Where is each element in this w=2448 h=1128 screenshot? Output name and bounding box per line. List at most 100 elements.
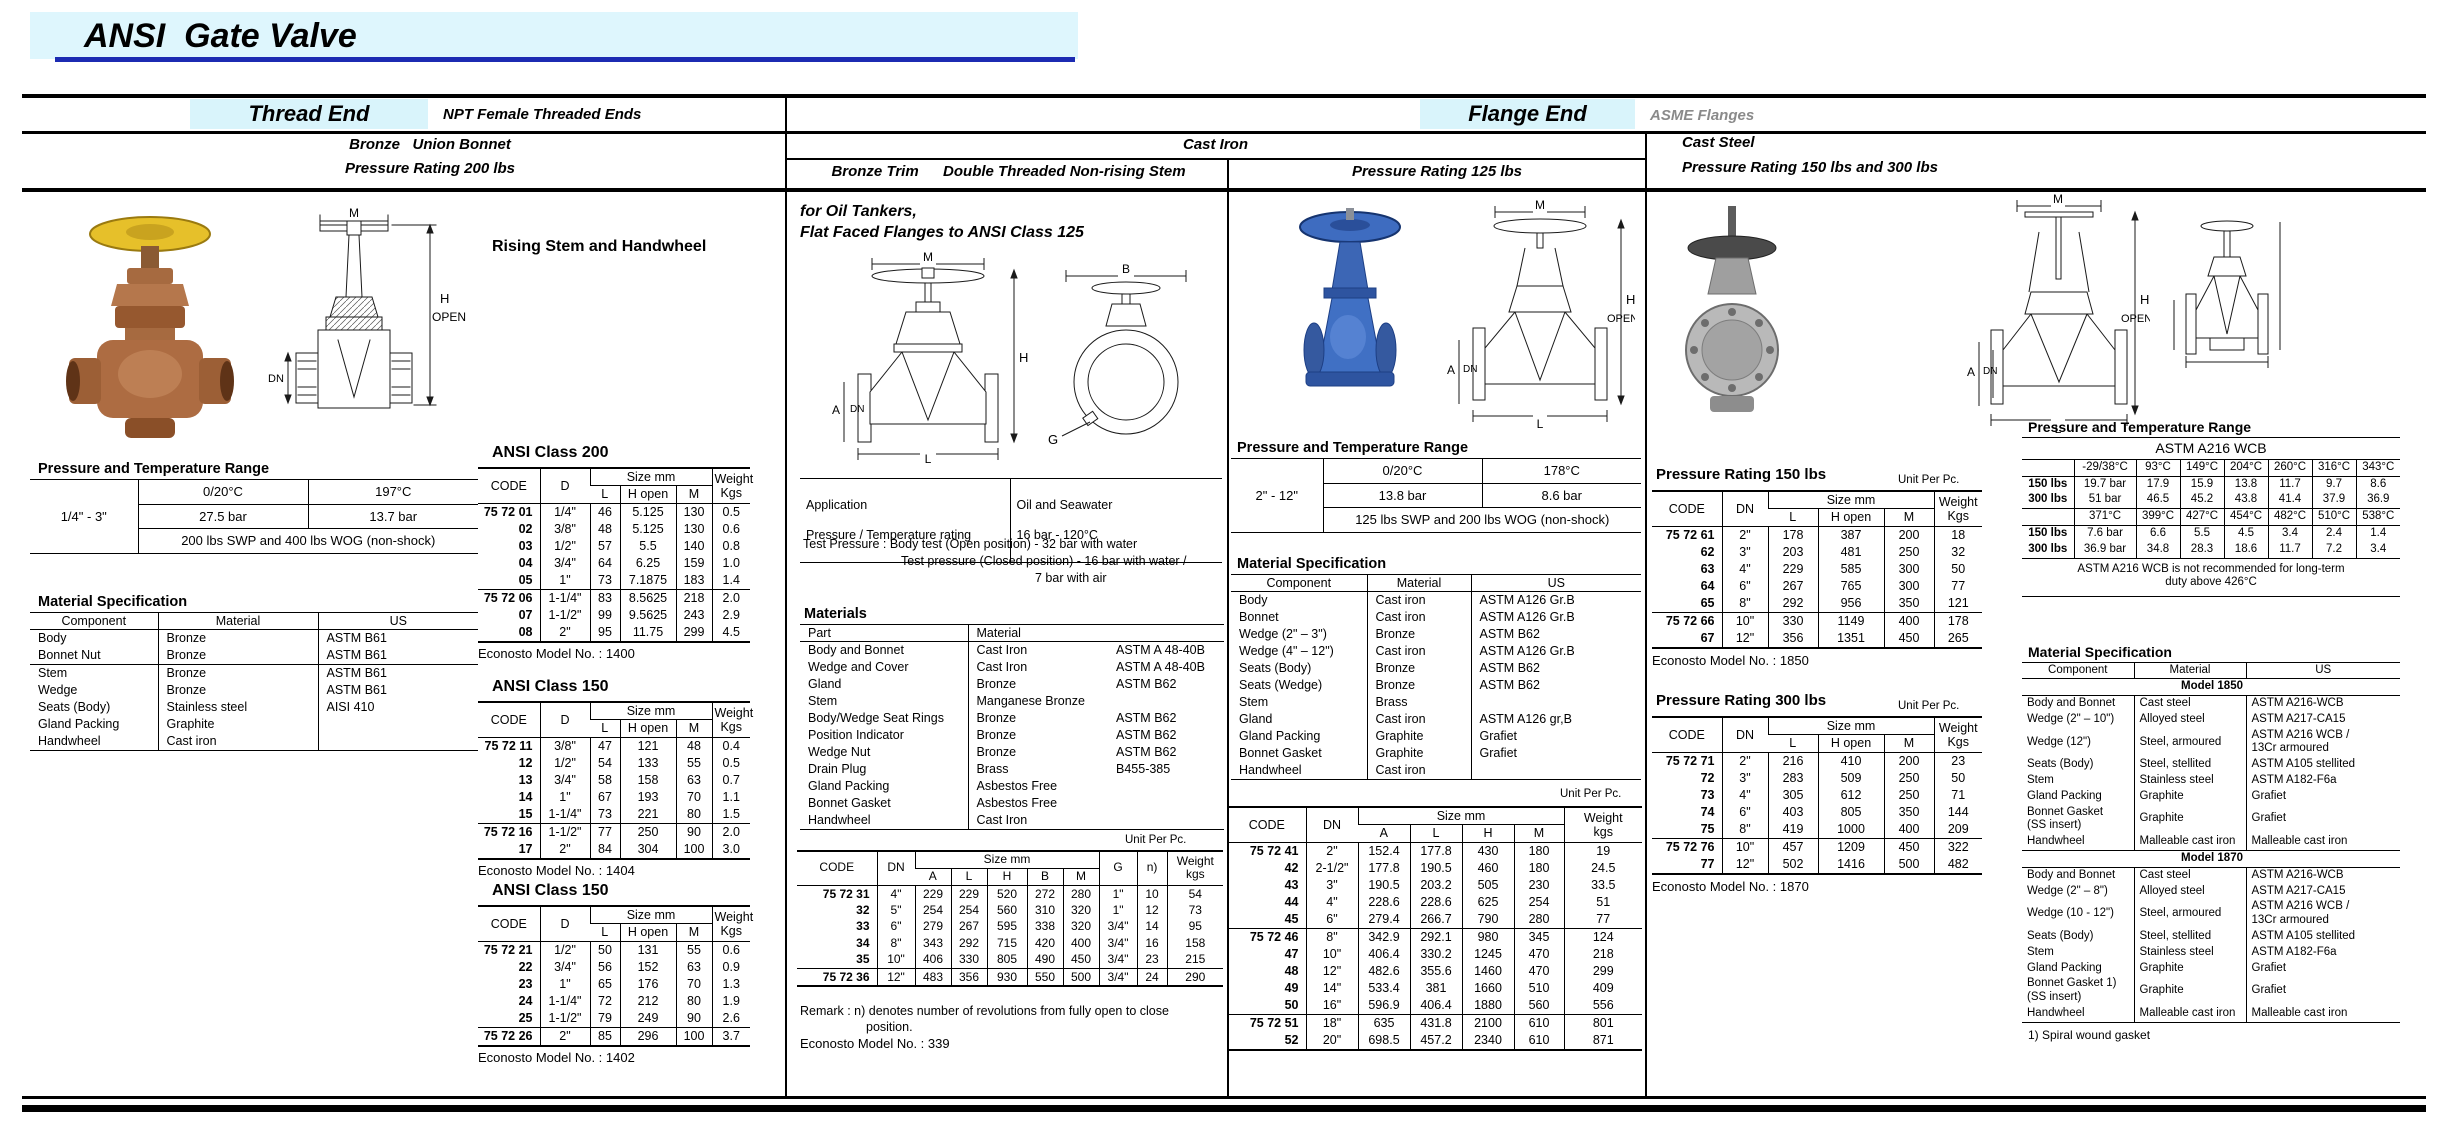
- table-cell: 330: [950, 951, 987, 969]
- th-material: Material: [967, 624, 1224, 642]
- table-cell: 6": [1721, 577, 1768, 595]
- table-cell: 300 lbs: [2028, 542, 2068, 555]
- flange-side-drawing: B G: [1048, 262, 1187, 447]
- ptr3-table: 2" - 12" 0/20°C 178°C 13.8 bar 8.6 bar 1…: [1231, 458, 1641, 533]
- app-value-1: Oil and Seawater: [1016, 498, 1113, 512]
- table-row: 75 72 06 1-1/4" 83 8.5625 218 2.0: [478, 589, 750, 607]
- table-cell: 152: [619, 958, 676, 976]
- table-row: Body/Wedge Seat Rings Bronze ASTM B62: [800, 710, 1224, 728]
- table-cell: 16": [1305, 996, 1358, 1015]
- table-row: 74 6" 403 805 350 144: [1652, 803, 1982, 821]
- dim-l-label: L: [925, 452, 932, 464]
- rule-top: [22, 94, 2426, 98]
- r150-g2: 75 72 66 10" 330 1149 400 178 67 12" 356 1351 450 2…: [1652, 612, 1982, 648]
- table-cell: 25: [518, 1010, 533, 1025]
- table-cell: 50: [1284, 997, 1299, 1012]
- table-cell: Bronze: [967, 710, 1108, 728]
- table-cell: 406.4: [1409, 996, 1462, 1015]
- table-cell: 266.7: [1409, 910, 1462, 929]
- table-row: 150 lbs 19.7 bar 17.9 15.9 13.8 11.7 9.7 8.6: [2022, 476, 2401, 493]
- table-cell: 1": [1098, 901, 1138, 919]
- ansi200-g2: 75 72 06 1-1/4" 83 8.5625 218 2.0 07 1-1/2" 99 9.…: [478, 589, 750, 642]
- unit-per-pc-150: Unit Per Pc.: [1898, 474, 1960, 486]
- table-cell: 24: [518, 993, 533, 1008]
- table-cell: Body and Bonnet: [2027, 868, 2116, 881]
- table-cell: Bronze: [157, 664, 318, 683]
- table-cell: 55: [675, 754, 712, 772]
- dim-open-label: OPEN: [432, 310, 466, 324]
- table-cell: 481: [1817, 543, 1884, 561]
- table-cell: 05: [518, 572, 533, 587]
- table-cell: 79: [589, 1009, 620, 1028]
- table-row: Seats (Body) Stainless steel AISI 410: [30, 699, 478, 717]
- table-cell: ASTM B62: [1470, 660, 1641, 678]
- table-cell: 406.4: [1357, 945, 1410, 963]
- table-cell: 457: [1767, 838, 1818, 856]
- table-cell: 42: [1284, 860, 1299, 875]
- table-cell: 427°C: [2179, 508, 2224, 526]
- table-cell: 18: [1933, 526, 1982, 544]
- table-cell: Stem: [2027, 945, 2054, 958]
- table-cell: Stem: [808, 694, 838, 709]
- table-cell: Graphite: [1366, 745, 1471, 763]
- table-cell: 229: [950, 885, 987, 902]
- table-row: Handwheel Cast iron: [30, 733, 478, 751]
- table-cell: 35: [856, 952, 870, 967]
- table-cell: ASTM B61: [317, 647, 478, 665]
- table-row: Wedge Nut Bronze ASTM B62: [800, 744, 1224, 762]
- table-row: Handwheel Cast iron: [1231, 762, 1641, 780]
- table-cell: 6": [1721, 803, 1768, 821]
- table-row: Gland Packing Graphite Grafiet: [2022, 788, 2400, 805]
- table-row: Bonnet Cast iron ASTM A126 Gr.B: [1231, 609, 1641, 627]
- table-cell: Bronze: [967, 676, 1108, 694]
- ansi150b-g1: 75 72 21 1/2" 50 131 55 0.6 22 3/4" 56 152 63 0.9 23…: [478, 941, 750, 1028]
- table-cell: 280: [1062, 885, 1100, 902]
- th-sizemm: Size mm: [589, 906, 712, 925]
- table-cell: 3/4": [539, 771, 590, 789]
- th-hopen: H open: [619, 923, 676, 942]
- table-cell: [1108, 693, 1224, 710]
- table-cell: 3/8": [539, 520, 590, 538]
- r150-table: CODE DN Size mm Weight Kgs L H open M 75…: [1652, 490, 1982, 649]
- ansi200-table: CODE D Size mm Weight Kgs L H open M 75 …: [478, 467, 753, 643]
- table-cell: ASTM B61: [317, 629, 478, 648]
- th-part: Part: [808, 626, 831, 640]
- table-cell: 299: [1563, 962, 1642, 980]
- table-row: 07 1-1/2" 99 9.5625 243 2.9: [478, 606, 750, 624]
- table-cell: Stem: [1239, 695, 1269, 710]
- table-cell: 5.125: [619, 520, 676, 538]
- table-cell: 3.0: [711, 840, 750, 859]
- table-cell: 80: [675, 992, 712, 1010]
- ptr1-title: Pressure and Temperature Range: [38, 461, 270, 477]
- astm-note: ASTM A216 WCB is not recommended for lon…: [2077, 562, 2345, 589]
- table-cell: 80: [675, 805, 712, 824]
- table-cell: 193: [619, 788, 676, 806]
- th-sizemm: Size mm: [589, 702, 712, 721]
- flange-end-label: Flange End: [1420, 99, 1635, 129]
- table-row: 73 4" 305 612 250 71: [1652, 786, 1982, 804]
- table-cell: 409: [1563, 979, 1642, 997]
- table-cell: 23: [1933, 752, 1982, 770]
- table-cell: 75 72 76: [1665, 839, 1715, 854]
- divider-3: [1645, 132, 1647, 1098]
- table-cell: ASTM A217-CA15: [2245, 711, 2400, 728]
- table-cell: 23: [518, 976, 533, 991]
- flange-front-drawing: M H A DN L: [832, 252, 1028, 464]
- table-cell: 585: [1817, 560, 1884, 578]
- table-cell: 49: [1284, 980, 1299, 995]
- table-cell: Wedge (2" – 3"): [1239, 627, 1327, 642]
- app-right-cell: Oil and Seawater 16 bar - 120°C: [1009, 478, 1222, 563]
- table-cell: 67: [589, 788, 620, 806]
- title-underline: [55, 57, 1075, 62]
- table-row: Gland Packing Graphite Grafiet: [2022, 960, 2400, 977]
- table-cell: Wedge (2" – 10"): [2027, 712, 2115, 725]
- test-pressure-line3: 7 bar with air: [1035, 570, 1107, 585]
- table-cell: Stem: [38, 666, 68, 681]
- table-cell: 500: [1883, 855, 1934, 874]
- ansi150a-title: ANSI Class 150: [492, 678, 609, 695]
- th-code: CODE: [1668, 501, 1705, 516]
- th-weight: Weight Kgs: [1933, 717, 1982, 753]
- table-cell: 1460: [1461, 962, 1514, 980]
- materials-table: Part Material Body and Bonnet Cast Iron AS…: [800, 624, 1224, 831]
- table-cell: Cast iron: [157, 733, 318, 751]
